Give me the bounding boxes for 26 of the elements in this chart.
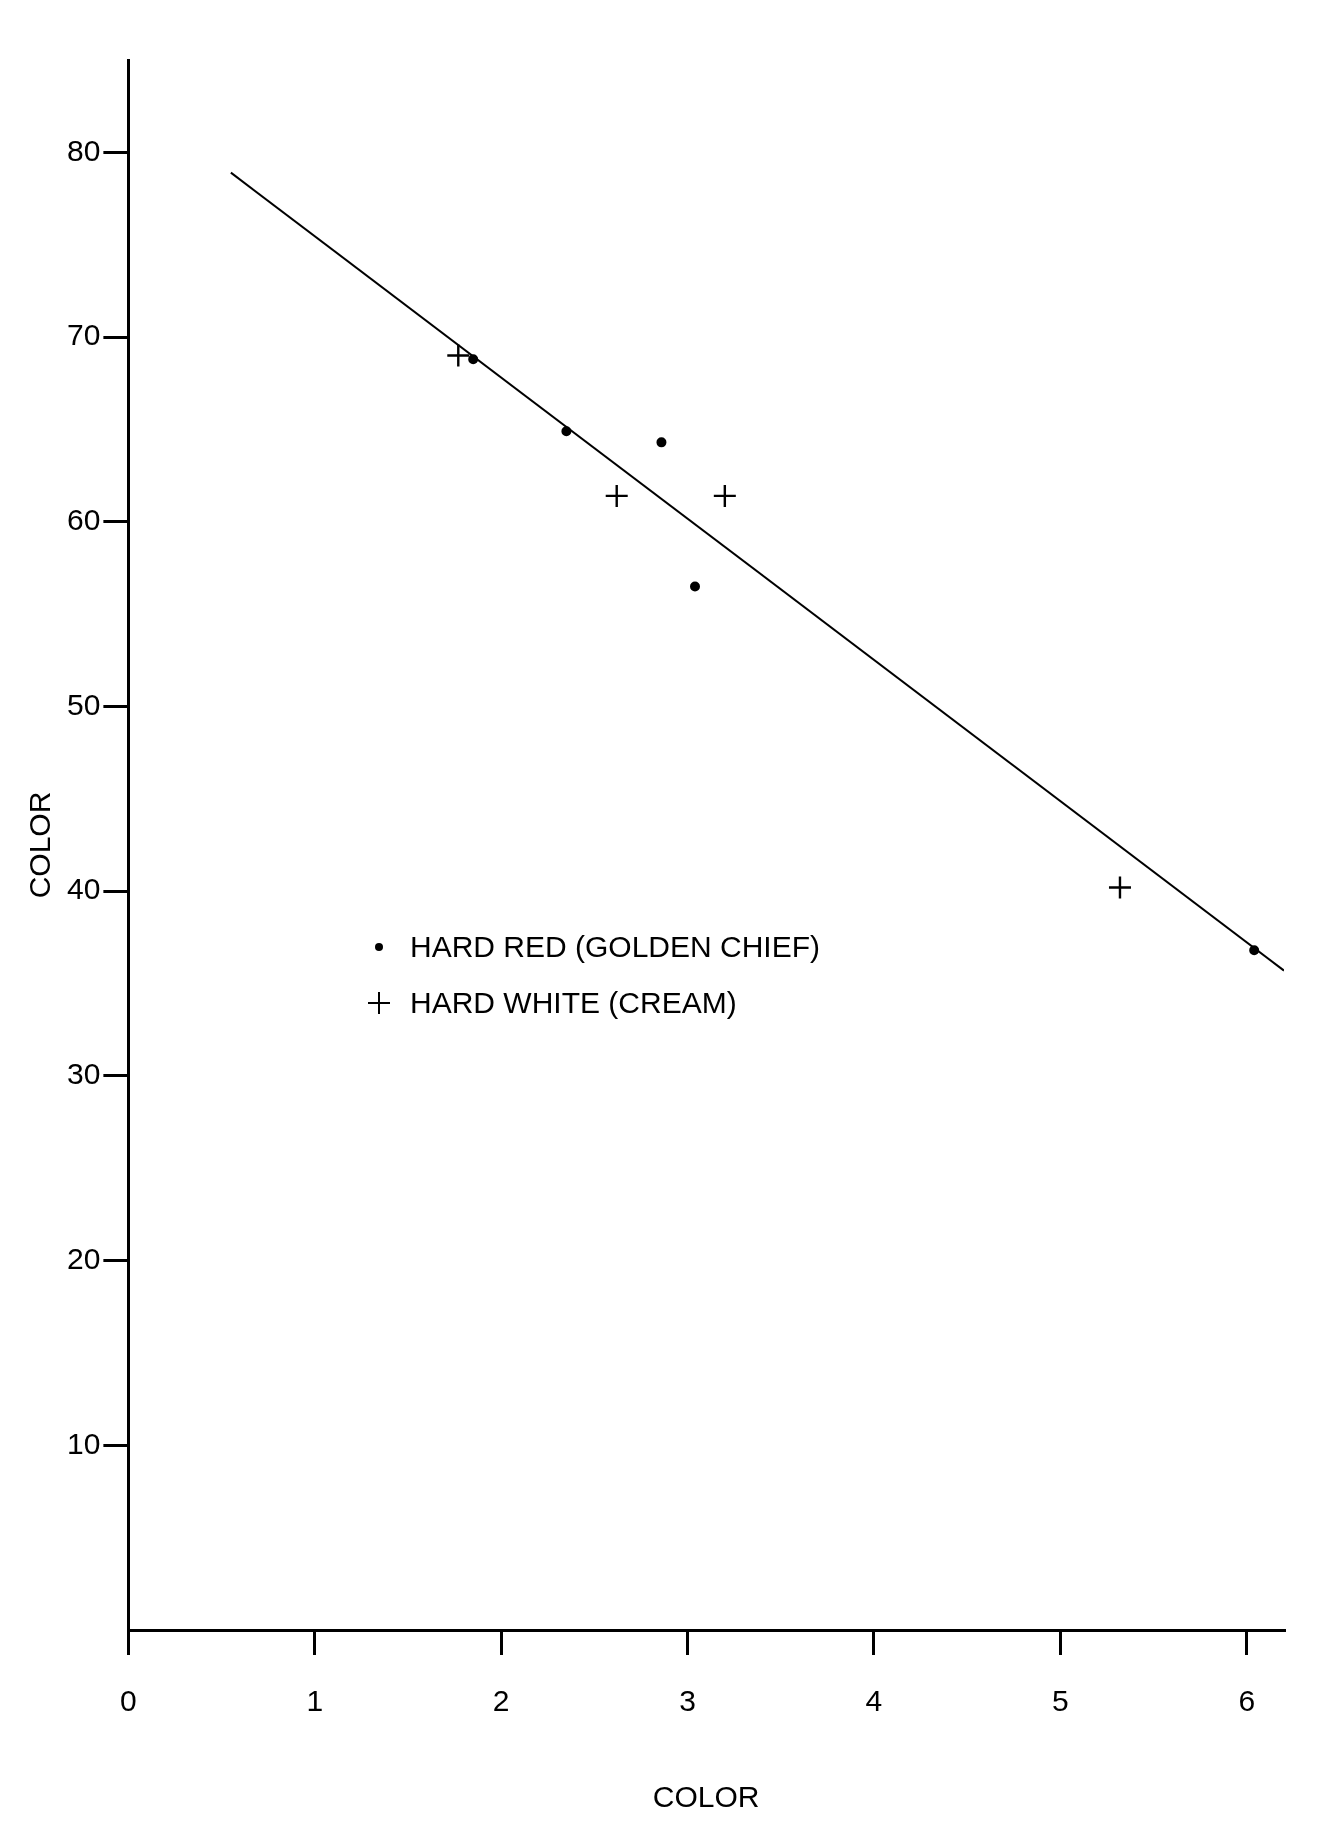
x-tick-label: 5 <box>1051 1684 1069 1718</box>
x-axis-title: COLOR <box>652 1780 760 1814</box>
y-tick-label: 80 <box>66 133 101 167</box>
y-tick-label: 70 <box>66 318 101 352</box>
point <box>656 437 667 448</box>
y-axis-title: COLOR <box>23 791 57 899</box>
x-tick-label: 3 <box>679 1684 696 1718</box>
legend-label: HARD RED (GOLDEN CHIEF) <box>410 930 821 964</box>
point <box>690 581 700 592</box>
x-tick-label: 2 <box>492 1684 510 1718</box>
point <box>561 426 572 437</box>
y-tick-label: 20 <box>66 1241 101 1275</box>
point <box>1249 945 1260 956</box>
x-tick-label: 1 <box>306 1684 324 1718</box>
point <box>447 344 470 367</box>
y-tick-label: 30 <box>66 1057 101 1091</box>
point <box>468 354 479 365</box>
point <box>1108 876 1131 899</box>
x-tick-label: 0 <box>120 1684 137 1718</box>
y-tick-label: 10 <box>66 1426 101 1460</box>
x-tick-label: 6 <box>1238 1684 1256 1718</box>
y-tick-label: 50 <box>66 687 101 721</box>
y-tick-label: 60 <box>66 503 101 537</box>
x-tick-label: 4 <box>865 1684 883 1718</box>
legend-label: HARD WHITE (CREAM) <box>410 986 737 1020</box>
y-tick-label: 40 <box>66 872 101 906</box>
